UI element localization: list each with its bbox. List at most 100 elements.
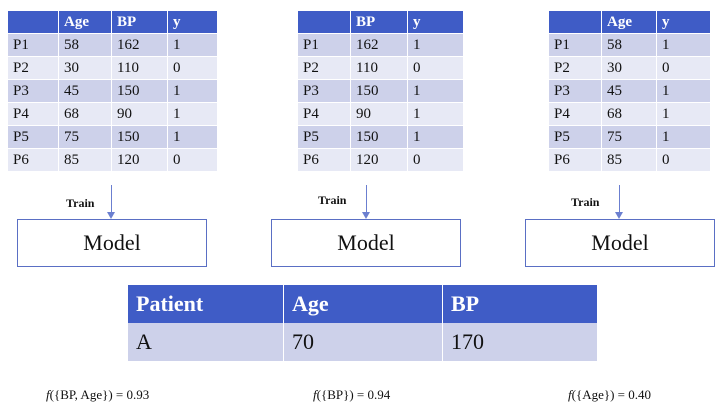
formula-text: ({BP, Age}) = 0.93 (49, 387, 150, 402)
patient-table: Patient Age BP A 70 170 (128, 285, 598, 361)
cell: 1 (407, 125, 464, 149)
cell: 0 (656, 56, 711, 80)
cell: 162 (111, 33, 168, 57)
table-header-row: BP y (298, 11, 464, 34)
table-row: A 70 170 (128, 323, 598, 361)
table-row: P6 120 0 (298, 148, 464, 172)
cell: 1 (407, 79, 464, 103)
formula-text: ({BP}) = 0.94 (316, 387, 391, 402)
cell: 90 (111, 102, 168, 126)
table-row: P4 68 1 (549, 102, 711, 126)
header-cell: y (407, 11, 464, 34)
cell: 1 (167, 125, 218, 149)
table-row: P4 90 1 (298, 102, 464, 126)
header-cell: BP (350, 11, 408, 34)
cell: A (128, 323, 284, 361)
cell: 85 (58, 148, 112, 172)
model-box: Model (17, 219, 207, 267)
cell: 170 (442, 323, 598, 361)
cell: 1 (656, 102, 711, 126)
cell: 110 (111, 56, 168, 80)
cell: 75 (58, 125, 112, 149)
cell: 1 (167, 33, 218, 57)
cell: 0 (656, 148, 711, 172)
formula-bp-age: f({BP, Age}) = 0.93 (46, 387, 149, 403)
cell: P1 (8, 33, 59, 57)
table-row: P3 45 1 (549, 79, 711, 103)
cell: 45 (601, 79, 657, 103)
cell: 150 (111, 79, 168, 103)
header-cell (298, 11, 351, 34)
table-row: P6 85 0 (549, 148, 711, 172)
table-row: P1 58 162 1 (8, 33, 218, 57)
table-header-row: Age BP y (8, 11, 218, 34)
cell: 70 (283, 323, 443, 361)
formula-text: ({Age}) = 0.40 (571, 387, 652, 402)
table-header-row: Patient Age BP (128, 285, 598, 323)
cell: 1 (656, 33, 711, 57)
cell: 0 (407, 56, 464, 80)
formula-bp: f({BP}) = 0.94 (313, 387, 390, 403)
table-row: P3 45 150 1 (8, 79, 218, 103)
cell: 58 (58, 33, 112, 57)
cell: 120 (350, 148, 408, 172)
table-row: P3 150 1 (298, 79, 464, 103)
cell: P2 (8, 56, 59, 80)
cell: 110 (350, 56, 408, 80)
cell: 1 (656, 79, 711, 103)
cell: 75 (601, 125, 657, 149)
table-row: P2 30 0 (549, 56, 711, 80)
train-arrow (615, 185, 623, 219)
cell: 162 (350, 33, 408, 57)
cell: 120 (111, 148, 168, 172)
header-cell: Patient (128, 285, 284, 323)
cell: P3 (8, 79, 59, 103)
header-cell: BP (111, 11, 168, 34)
training-table-age-bp: Age BP y P1 58 162 1 P2 30 110 0 P3 45 150 1 P4 68… (8, 11, 218, 172)
cell: 150 (350, 125, 408, 149)
train-arrow (362, 185, 370, 219)
cell: 150 (350, 79, 408, 103)
header-cell (549, 11, 602, 34)
function-symbol: f (313, 387, 317, 402)
cell: 58 (601, 33, 657, 57)
train-label: Train (66, 196, 95, 210)
cell: P4 (298, 102, 351, 126)
header-cell: y (167, 11, 218, 34)
cell: P1 (298, 33, 351, 57)
cell: 90 (350, 102, 408, 126)
cell: 68 (601, 102, 657, 126)
cell: 68 (58, 102, 112, 126)
table-row: P5 75 1 (549, 125, 711, 149)
table-row: P2 110 0 (298, 56, 464, 80)
cell: P5 (8, 125, 59, 149)
function-symbol: f (568, 387, 572, 402)
training-table-bp: BP y P1 162 1 P2 110 0 P3 150 1 P4 90 1 P5 150 1 P… (298, 11, 464, 172)
cell: P3 (549, 79, 602, 103)
cell: 1 (407, 102, 464, 126)
header-cell: Age (601, 11, 657, 34)
table-row: P1 162 1 (298, 33, 464, 57)
cell: 150 (111, 125, 168, 149)
table-row: P2 30 110 0 (8, 56, 218, 80)
cell: 30 (601, 56, 657, 80)
train-arrow (107, 185, 115, 219)
table-row: P6 85 120 0 (8, 148, 218, 172)
cell: 1 (656, 125, 711, 149)
train-label: Train (571, 195, 600, 209)
header-cell: y (656, 11, 711, 34)
table-row: P5 150 1 (298, 125, 464, 149)
cell: 0 (167, 56, 218, 80)
header-cell: BP (442, 285, 598, 323)
cell: P1 (549, 33, 602, 57)
cell: P2 (298, 56, 351, 80)
cell: 85 (601, 148, 657, 172)
model-box: Model (525, 219, 715, 267)
cell: P6 (298, 148, 351, 172)
train-label: Train (318, 193, 347, 207)
cell: P2 (549, 56, 602, 80)
model-box: Model (271, 219, 461, 267)
cell: 0 (407, 148, 464, 172)
cell: 1 (407, 33, 464, 57)
cell: 30 (58, 56, 112, 80)
